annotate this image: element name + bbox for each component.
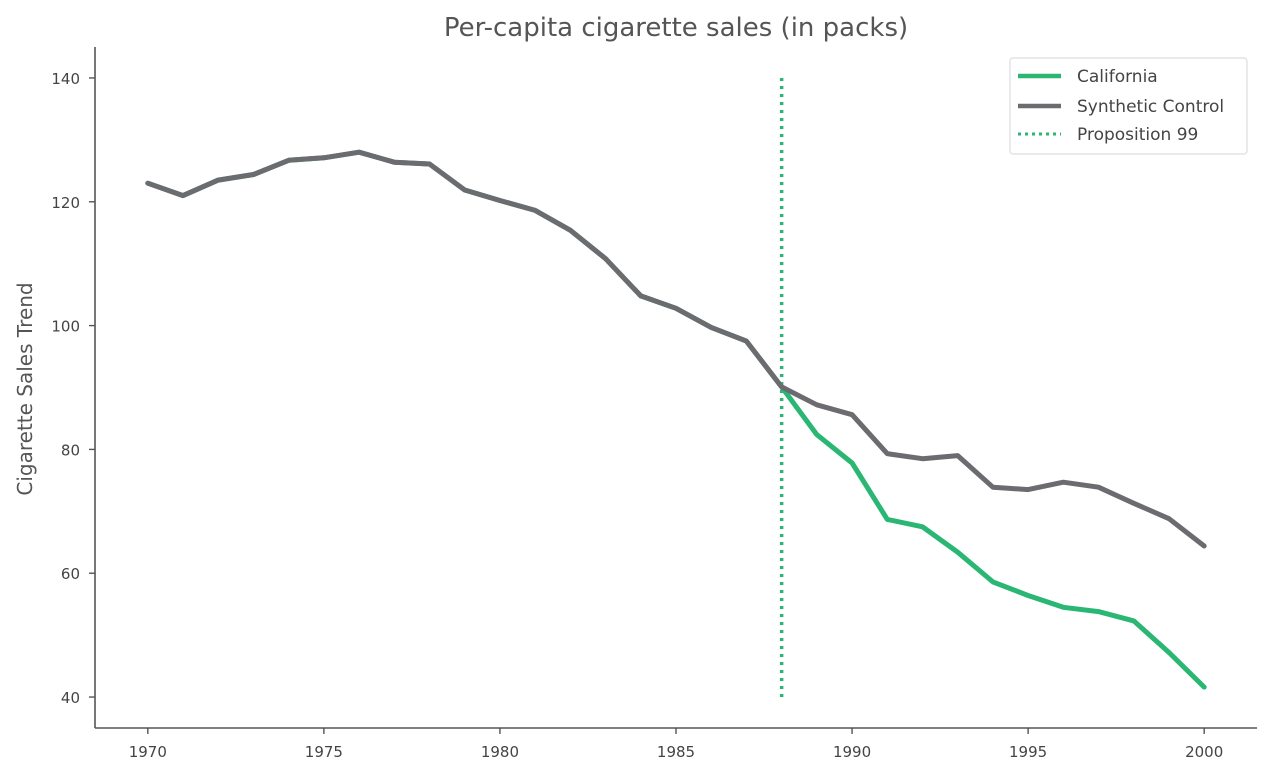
legend-label-california: California [1077,67,1158,87]
x-tick-label-1980: 1980 [481,743,519,761]
y-tick-label-40: 40 [61,689,80,707]
x-tick-label-1970: 1970 [129,743,167,761]
x-tick-label-1985: 1985 [657,743,695,761]
series-line-synthetic-control [145,149,1207,549]
legend-label-synthetic-control: Synthetic Control [1077,97,1224,117]
y-tick-label-80: 80 [61,441,80,459]
y-axis-ticks: 40 60 80 100 120 140 [51,70,95,707]
x-tick-label-1995: 1995 [1009,743,1047,761]
legend-box [1009,57,1248,155]
series-lines [145,149,1207,690]
x-tick-label-2000: 2000 [1185,743,1223,761]
legend: California Synthetic Control Proposition… [1009,57,1248,155]
y-tick-label-100: 100 [51,318,80,336]
chart-title: Per-capita cigarette sales (in packs) [444,13,908,43]
x-tick-label-1990: 1990 [833,743,871,761]
y-tick-label-60: 60 [61,565,80,583]
x-axis-ticks: 1970 1975 1980 1985 1990 1995 2000 [129,728,1223,761]
x-tick-label-1975: 1975 [305,743,343,761]
y-axis-title: Cigarette Sales Trend [13,282,37,495]
y-tick-label-140: 140 [51,70,80,88]
series-line-california [145,149,1207,690]
y-tick-label-120: 120 [51,194,80,212]
legend-label-proposition-99: Proposition 99 [1077,125,1198,145]
